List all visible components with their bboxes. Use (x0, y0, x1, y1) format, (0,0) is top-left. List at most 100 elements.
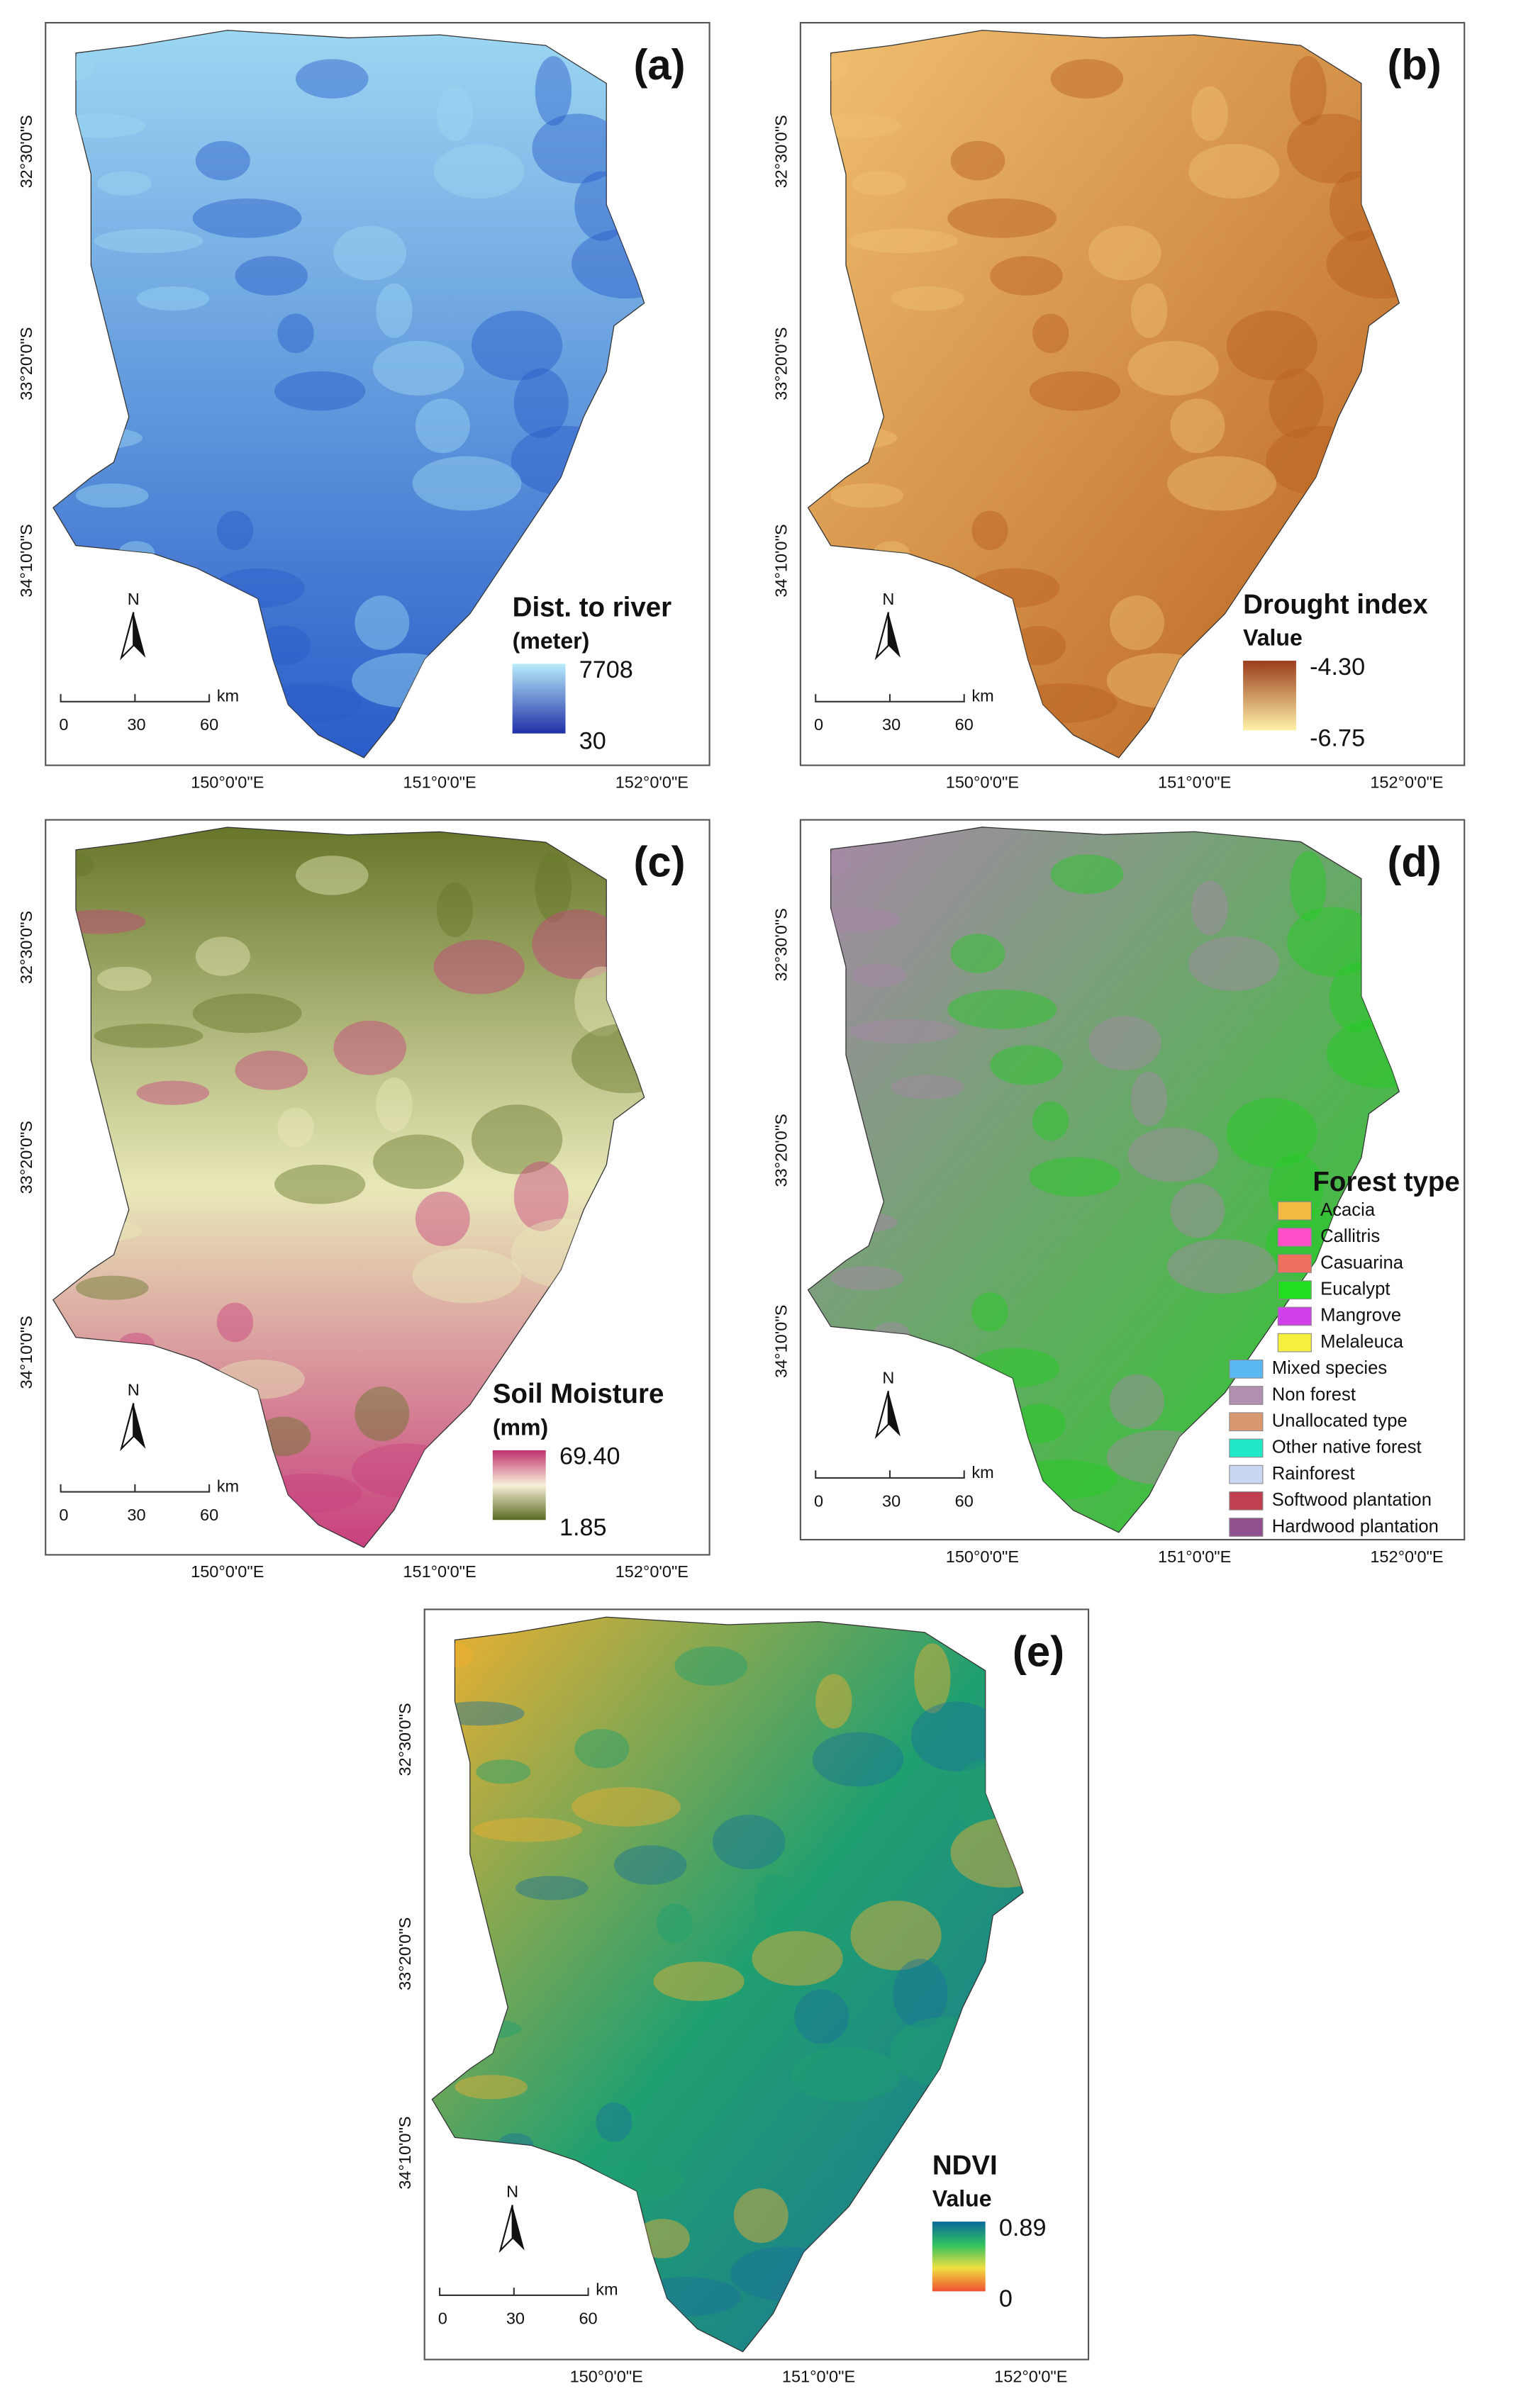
map-patch (136, 1080, 210, 1105)
latitude-label: 33°20'0"S (771, 327, 790, 400)
legend-item: Unallocated type (1272, 1411, 1408, 1430)
map-patch (674, 1646, 748, 1686)
map-patch (932, 2075, 1005, 2145)
scale-bar (60, 694, 211, 702)
map-patch (1269, 368, 1324, 438)
map-patch (1109, 595, 1164, 651)
map-patch (913, 656, 968, 681)
legend-item: Callitris (1320, 1226, 1380, 1246)
latitude-label: 32°30'0"S (17, 911, 35, 984)
map-patch (752, 1931, 843, 1986)
legend-subtitle: (meter) (513, 628, 590, 654)
latitude-label: 34°10'0"S (396, 2116, 414, 2189)
map-patch (950, 140, 1005, 181)
map-patch (1266, 425, 1376, 496)
map-patch (889, 2017, 999, 2087)
map-patch (355, 1387, 410, 1441)
scale-unit: km (971, 687, 993, 705)
longitude-label: 151°0'0"E (403, 1562, 476, 1581)
legend-swatch (1277, 1280, 1312, 1300)
legend-colorbar (492, 1450, 546, 1521)
map-patch (333, 225, 407, 281)
map-patch (415, 398, 470, 454)
map-patch (96, 171, 152, 196)
legend-min: 30 (579, 728, 606, 755)
map-patch (1149, 710, 1222, 758)
map-patch (947, 990, 1057, 1029)
map-patch (157, 1446, 213, 1472)
map-patch (809, 907, 901, 932)
map-patch (990, 256, 1063, 296)
map-patch (635, 2219, 690, 2258)
map-patch (394, 710, 467, 758)
region-map (807, 827, 1400, 1533)
map-patch (295, 59, 369, 99)
map-patch (1188, 936, 1280, 992)
scale-label: 60 (955, 1491, 974, 1510)
north-arrow (888, 612, 901, 658)
panel-label: (a) (633, 41, 685, 89)
map-patch (1011, 625, 1066, 666)
latitude-label: 34°10'0"S (17, 1316, 35, 1389)
map-patch (1011, 1404, 1066, 1444)
map-patch (1029, 1157, 1120, 1197)
legend-item: Other native forest (1272, 1438, 1422, 1457)
map-patch (253, 1473, 363, 1513)
legend-subtitle: (mm) (493, 1414, 548, 1440)
scale-bar (438, 2287, 589, 2296)
legend-max: -4.30 (1310, 654, 1365, 681)
map-patch (333, 1020, 407, 1075)
map-patch (971, 510, 1008, 551)
map-patch (572, 1023, 645, 1094)
map-patch (754, 1873, 792, 1928)
legend-swatch (1229, 1465, 1264, 1484)
map-patch (213, 568, 305, 608)
map-patch (511, 1218, 620, 1289)
scale-label: 30 (882, 1491, 901, 1510)
legend-title: Dist. to river (513, 593, 671, 623)
map-patch (656, 1903, 693, 1943)
map-patch (471, 310, 563, 381)
panel-frame (423, 1608, 1090, 2361)
map-patch (75, 483, 149, 508)
panel-frame (45, 819, 710, 1556)
map-patch (850, 1900, 942, 1971)
map-patch (94, 228, 204, 254)
north-arrow (512, 2205, 525, 2251)
map-patch (910, 1701, 1003, 1771)
legend-item: Mixed species (1272, 1358, 1387, 1378)
map-patch (809, 113, 901, 138)
map-patch (891, 1075, 964, 1099)
latitude-label: 33°20'0"S (396, 1917, 414, 1990)
map-patch (52, 1219, 143, 1243)
map-patch (1032, 1101, 1069, 1141)
map-patch (376, 1077, 413, 1133)
map-patch (513, 1161, 569, 1231)
map-patch (1088, 1016, 1161, 1071)
map-patch (574, 1729, 630, 1769)
scale-label: 0 (438, 2309, 447, 2327)
map-patch (476, 1759, 531, 1784)
legend-item: Hardwood plantation (1272, 1516, 1439, 1536)
map-patch (157, 656, 213, 681)
legend-title: Forest type (1312, 1167, 1459, 1197)
north-arrow (874, 612, 889, 661)
map-patch (235, 1051, 308, 1090)
map-patch (950, 934, 1005, 973)
map-patch (791, 2047, 901, 2102)
panel-frame (799, 21, 1466, 766)
map-patch (1106, 653, 1216, 708)
map-patch (532, 113, 623, 184)
latitude-label: 32°30'0"S (771, 908, 790, 981)
map-patch (592, 2161, 684, 2200)
map-patch (852, 171, 907, 196)
map-patch (913, 1433, 968, 1458)
map-panel: (a) 32°30'0"S 33°20'0"S 34°10'0"S 150°0'0"E 1… (17, 21, 710, 791)
map-patch (436, 883, 474, 938)
scale-unit: km (217, 687, 239, 705)
north-arrow (120, 1403, 135, 1452)
map-patch (415, 1191, 470, 1246)
map-patch (1050, 854, 1124, 895)
map-patch (1308, 483, 1381, 554)
longitude-label: 150°0'0"E (946, 1547, 1019, 1566)
